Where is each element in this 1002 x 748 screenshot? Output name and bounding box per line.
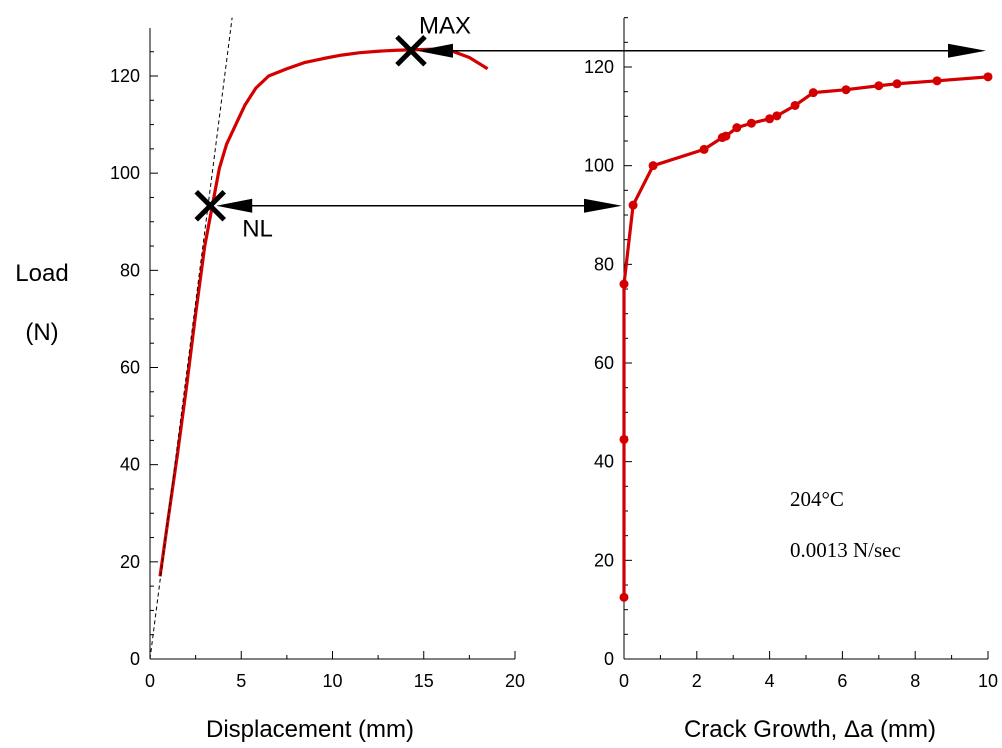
x-tick-label: 0 [619,671,629,691]
max-label: MAX [419,13,471,40]
left-axes [149,28,515,660]
data-point [874,81,884,91]
data-point [892,79,902,89]
temperature-annotation: 204°C [790,487,844,511]
point-markers: NL MAX [194,13,471,243]
x-tick-label: 6 [837,671,847,691]
rate-annotation: 0.0013 N/sec [790,538,901,562]
y-axis-label-line2: (N) [25,319,58,346]
left-series [149,17,489,660]
data-point [619,434,629,444]
arrow-head-right [584,198,622,213]
y-tick-label: 60 [120,358,140,378]
data-point [746,118,756,128]
right-series [619,72,993,602]
y-tick-label: 20 [120,552,140,572]
x-tick-label: 4 [765,671,775,691]
data-point [790,100,800,110]
connector-arrows [216,43,986,213]
y-tick-label: 100 [110,163,140,183]
data-series-line [622,75,989,598]
x-tick-label: 10 [978,671,998,691]
x-mark-stroke [395,34,427,67]
y-tick-label: 100 [584,156,614,176]
data-point [648,161,658,171]
load-displacement-chart: 0 20 40 60 80 100 120 0 5 10 15 20 Displacement (mm… [15,17,525,743]
x-tick-label: 15 [414,671,434,691]
double-arrow [416,43,986,58]
right-axes [623,18,988,660]
left-x-axis-label: Displacement (mm) [206,716,414,743]
y-tick-label: 80 [594,254,614,274]
initial-slope-line [149,17,233,660]
arrow-head-left [416,43,453,58]
data-point [808,88,818,98]
data-series-line [158,47,489,577]
y-tick-label: 0 [604,649,614,669]
x-tick-label: 5 [236,671,246,691]
data-point [765,114,775,124]
y-tick-label: 60 [594,353,614,373]
x-marker: NL [194,189,273,243]
x-tick-label: 2 [692,671,702,691]
x-marker: MAX [395,13,471,67]
x-tick-label: 0 [145,671,155,691]
double-arrow [216,198,622,213]
y-tick-label: 40 [594,452,614,472]
right-x-axis-label: Crack Growth, Δa (mm) [684,716,936,743]
data-point [772,111,782,121]
data-point [983,72,993,82]
data-point [628,200,638,210]
data-point [721,131,731,141]
y-tick-label: 40 [120,455,140,475]
x-tick-label: 20 [505,671,525,691]
y-tick-label: 20 [594,550,614,570]
load-crack-growth-chart: 0 20 40 60 80 100 120 0 2 4 6 8 10 Crack Growth, Δa … [584,17,998,743]
data-point [732,123,742,133]
y-tick-label: 120 [110,66,140,86]
x-mark-stroke [194,189,226,222]
y-tick-label: 80 [120,260,140,280]
data-point [619,592,629,602]
y-axis-label-line1: Load [15,260,68,287]
y-tick-label: 0 [130,649,140,669]
arrow-head-right [948,43,986,58]
x-tick-label: 10 [322,671,342,691]
arrow-head-left [216,198,253,213]
right-ticks: 0 20 40 60 80 100 120 0 2 4 6 8 10 [584,17,998,691]
y-tick-label: 120 [584,57,614,77]
data-point [619,279,629,289]
x-tick-label: 8 [910,671,920,691]
data-point [932,76,942,86]
nl-label: NL [242,216,273,243]
data-point [841,85,851,95]
left-ticks: 0 20 40 60 80 100 120 0 5 10 15 20 [110,51,525,691]
data-point [699,144,709,154]
